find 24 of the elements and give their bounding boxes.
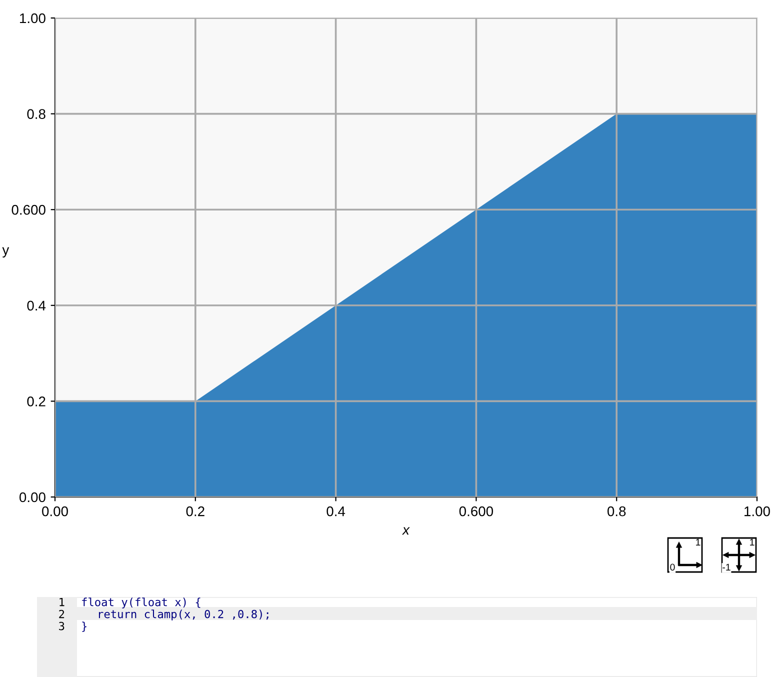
text: -1: [722, 564, 730, 571]
y-tick-label: 0.600: [12, 204, 46, 215]
text: 3: [59, 622, 64, 630]
x-tick-label: 0.2: [186, 506, 204, 516]
x-tick-label: 1.00: [744, 506, 770, 516]
y-tick-label: 0.8: [27, 109, 46, 119]
y-axis-title: y: [2, 247, 10, 258]
text: 1: [60, 598, 64, 606]
x-tick-label: 0.4: [326, 506, 346, 516]
text: return clamp(x, 0.2 ,0.8);: [98, 610, 268, 620]
y-tick-label: 0.00: [19, 492, 46, 502]
x-axis-title: x: [402, 527, 410, 535]
y-tick-label: 0.4: [27, 300, 46, 311]
text: 2: [59, 610, 64, 618]
x-tick-label: 0.00: [42, 506, 68, 516]
text: 1: [750, 538, 754, 546]
y-tick-label: 1.00: [20, 13, 46, 24]
y-tick-label: 0.2: [27, 396, 46, 406]
text: }: [82, 622, 86, 632]
x-tick-label: 0.600: [459, 506, 494, 516]
text: float y(float x) {: [82, 598, 200, 608]
text: 1: [696, 538, 700, 546]
text: 0: [670, 564, 675, 571]
x-tick-label: 0.8: [607, 506, 626, 516]
